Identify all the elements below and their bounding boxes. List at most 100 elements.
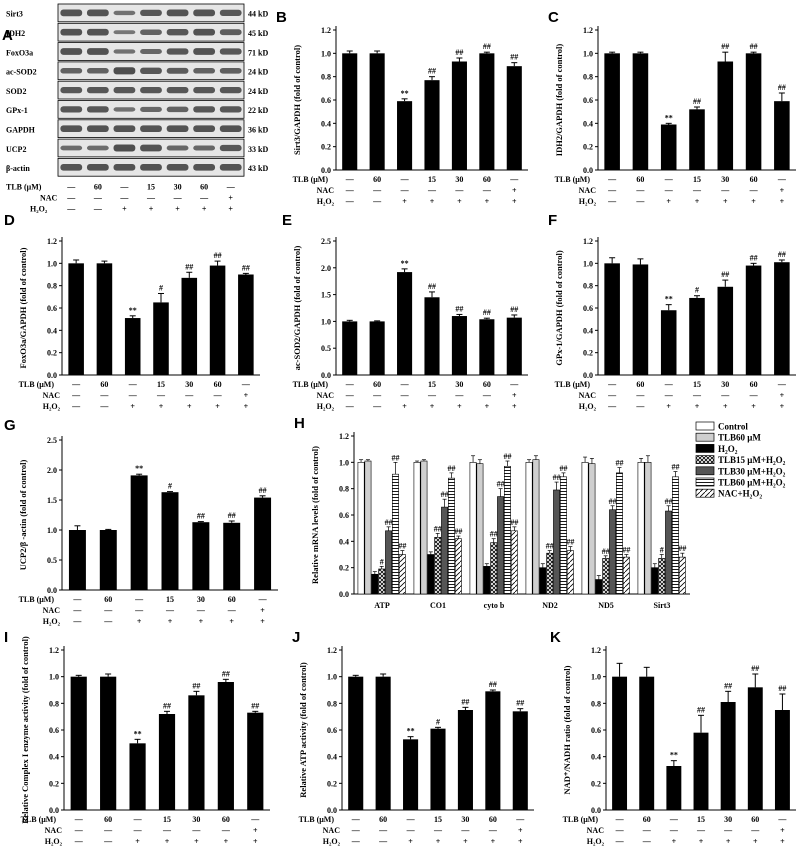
grouped-bar: [581, 462, 589, 595]
condition-value: —: [635, 391, 645, 400]
y-tick-label: 1.0: [327, 673, 337, 682]
condition-value: —: [74, 837, 84, 846]
condition-value: —: [165, 606, 175, 615]
y-tick-label: 0.0: [327, 806, 337, 815]
condition-label: H₂O₂: [587, 837, 605, 846]
panel-letter: K: [550, 629, 561, 646]
x-category-label: ATP: [374, 601, 390, 610]
condition-value: 30: [724, 815, 732, 824]
blot-band: [86, 9, 109, 17]
significance-marker: ##: [671, 463, 679, 472]
significance-marker: ##: [228, 511, 236, 520]
condition-label: NAC: [323, 826, 341, 835]
y-tick-label: 1.0: [339, 458, 349, 467]
significance-marker: ##: [697, 705, 705, 714]
blot-protein-label: SOD2: [6, 87, 26, 96]
condition-value: —: [488, 826, 498, 835]
condition-value: —: [66, 205, 76, 214]
condition-value: —: [400, 380, 410, 389]
condition-label: TLB (μM): [555, 175, 591, 184]
blot-band: [140, 9, 162, 17]
significance-marker: #: [380, 557, 384, 566]
condition-label: NAC: [579, 391, 597, 400]
significance-marker: ##: [447, 464, 455, 473]
legend-entry: NAC+H₂O₂: [718, 489, 762, 499]
blot-band: [166, 125, 189, 133]
condition-label: H₂O₂: [579, 197, 597, 206]
y-tick-label: 1.2: [327, 646, 337, 655]
y-tick-label: 2.0: [47, 466, 57, 475]
blot-band: [140, 29, 162, 35]
blot-protein-label: GPx-1: [6, 106, 28, 115]
bar: [745, 53, 762, 171]
significance-marker: ##: [721, 42, 729, 51]
condition-value: —: [607, 380, 617, 389]
condition-value: —: [669, 826, 679, 835]
condition-value: 60: [373, 175, 381, 184]
y-tick-label: 0.2: [321, 143, 331, 152]
condition-value: —: [635, 186, 645, 195]
condition-value: —: [692, 391, 702, 400]
condition-value: —: [227, 606, 237, 615]
y-tick-label: 1.0: [47, 526, 57, 535]
significance-marker: ##: [214, 251, 222, 260]
y-tick-label: 0.8: [321, 73, 331, 82]
bar: [153, 302, 169, 375]
panel-letter: F: [548, 212, 557, 229]
condition-value: —: [66, 183, 76, 192]
y-tick-label: 0.2: [49, 779, 59, 788]
condition-value: +: [244, 402, 249, 411]
condition-value: —: [72, 595, 82, 604]
y-tick-label: 1.2: [339, 432, 349, 441]
panel-letter: B: [276, 9, 287, 26]
condition-value: +: [149, 205, 154, 214]
y-tick-label: 1.2: [583, 26, 593, 35]
blot-band: [140, 106, 162, 112]
panel-f-gpx1-chart: F GPx-1/GAPDH (fold of control) 0.0 0.2 0.4 0…: [548, 212, 796, 411]
grouped-bar: [665, 510, 673, 595]
condition-value: 60: [100, 380, 108, 389]
condition-value: +: [512, 402, 517, 411]
blot-band: [86, 86, 109, 94]
condition-value: +: [224, 837, 229, 846]
x-category-label: ND2: [542, 601, 558, 610]
significance-marker: ##: [192, 681, 200, 690]
blot-band: [86, 68, 109, 74]
significance-marker: ##: [483, 42, 491, 51]
condition-value: —: [607, 402, 617, 411]
condition-value: —: [720, 391, 730, 400]
grouped-bar: [672, 476, 679, 595]
bar: [223, 522, 241, 590]
blot-band: [193, 9, 216, 17]
condition-value: —: [664, 175, 674, 184]
condition-value: +: [228, 205, 233, 214]
condition-value: 60: [750, 175, 758, 184]
y-tick-label: 2.5: [321, 237, 331, 246]
condition-value: +: [260, 606, 265, 615]
blot-band: [113, 10, 136, 16]
legend-entry: TLB15 μM+H₂O₂: [718, 455, 786, 465]
condition-value: +: [672, 837, 677, 846]
condition-value: —: [71, 380, 81, 389]
blot-band: [113, 125, 136, 133]
bar: [161, 492, 179, 590]
condition-value: —: [696, 826, 706, 835]
condition-label: TLB (μM): [21, 815, 57, 824]
condition-value: —: [351, 837, 361, 846]
condition-value: —: [607, 175, 617, 184]
y-tick-label: 0.4: [327, 753, 337, 762]
condition-value: 60: [373, 380, 381, 389]
condition-value: +: [402, 197, 407, 206]
significance-marker: ##: [510, 305, 518, 314]
condition-value: +: [122, 205, 127, 214]
legend-entry: TLB60 μM+H₂O₂: [718, 478, 786, 488]
x-category-label: Sirt3: [654, 601, 671, 610]
condition-label: H₂O₂: [45, 837, 63, 846]
panel-letter: D: [4, 212, 15, 229]
blot-band: [193, 86, 216, 94]
condition-value: +: [512, 197, 517, 206]
bar: [369, 53, 385, 171]
significance-marker: ##: [490, 530, 498, 539]
condition-value: —: [191, 826, 201, 835]
bar: [639, 676, 655, 810]
